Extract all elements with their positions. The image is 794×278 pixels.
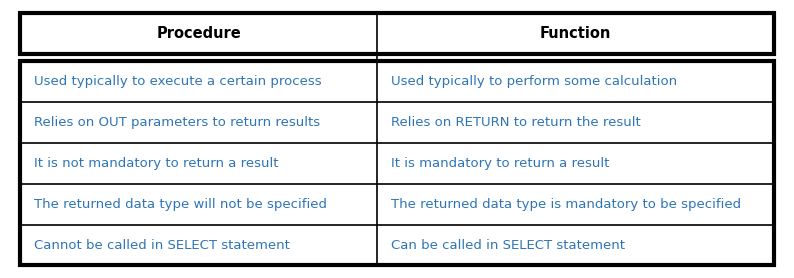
Text: It is mandatory to return a result: It is mandatory to return a result — [391, 157, 610, 170]
Text: Used typically to perform some calculation: Used typically to perform some calculati… — [391, 75, 677, 88]
Text: The returned data type will not be specified: The returned data type will not be speci… — [34, 198, 327, 210]
Text: Cannot be called in SELECT statement: Cannot be called in SELECT statement — [34, 239, 290, 252]
Text: Used typically to execute a certain process: Used typically to execute a certain proc… — [34, 75, 322, 88]
Text: Relies on OUT parameters to return results: Relies on OUT parameters to return resul… — [34, 116, 320, 128]
Text: Relies on RETURN to return the result: Relies on RETURN to return the result — [391, 116, 642, 128]
Text: The returned data type is mandatory to be specified: The returned data type is mandatory to b… — [391, 198, 742, 210]
Text: Function: Function — [540, 26, 611, 41]
Text: Can be called in SELECT statement: Can be called in SELECT statement — [391, 239, 626, 252]
Text: It is not mandatory to return a result: It is not mandatory to return a result — [34, 157, 279, 170]
Text: Procedure: Procedure — [156, 26, 241, 41]
Bar — [20, 13, 774, 54]
Bar — [20, 61, 774, 265]
